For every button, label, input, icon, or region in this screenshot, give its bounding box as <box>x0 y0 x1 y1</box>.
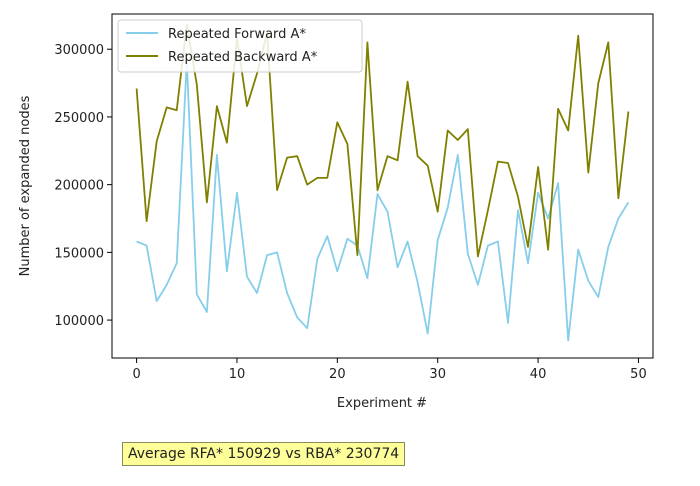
plot-frame <box>111 13 654 359</box>
y-axis-label: Number of expanded nodes <box>18 95 33 276</box>
x-tick-label: 0 <box>132 367 140 382</box>
y-tick-label: 100000 <box>54 314 104 329</box>
x-tick-label: 10 <box>229 367 246 382</box>
legend-label-2: Repeated Backward A* <box>168 50 318 65</box>
x-tick-label: 40 <box>530 367 547 382</box>
legend-label-1: Repeated Forward A* <box>168 27 306 42</box>
y-tick-label: 200000 <box>54 179 104 194</box>
x-axis: 0 10 20 30 40 50 <box>132 358 647 382</box>
x-axis-label: Experiment # <box>337 396 427 411</box>
y-axis: 100000 150000 200000 250000 300000 <box>54 43 112 329</box>
y-tick-label: 250000 <box>54 111 104 126</box>
x-tick-label: 30 <box>429 367 446 382</box>
plot-layer <box>135 23 630 342</box>
x-tick-label: 20 <box>329 367 346 382</box>
y-tick-label: 300000 <box>54 43 104 58</box>
y-tick-label: 150000 <box>54 246 104 261</box>
series-line-2 <box>135 23 630 258</box>
series-line-1 <box>136 60 630 342</box>
x-tick-label: 50 <box>630 367 647 382</box>
legend-box <box>117 19 363 73</box>
average-annotation: Average RFA* 150929 vs RBA* 230774 <box>122 442 406 466</box>
legend: Repeated Forward A* Repeated Backward A* <box>117 19 363 73</box>
